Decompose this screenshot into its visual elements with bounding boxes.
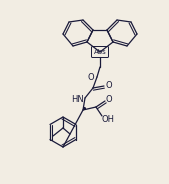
Text: O: O <box>106 95 112 105</box>
Text: O: O <box>88 72 94 82</box>
FancyBboxPatch shape <box>91 47 108 57</box>
Text: HN: HN <box>71 95 83 103</box>
Text: O: O <box>106 81 112 89</box>
Text: OH: OH <box>102 114 115 123</box>
Text: Abs: Abs <box>94 49 106 55</box>
